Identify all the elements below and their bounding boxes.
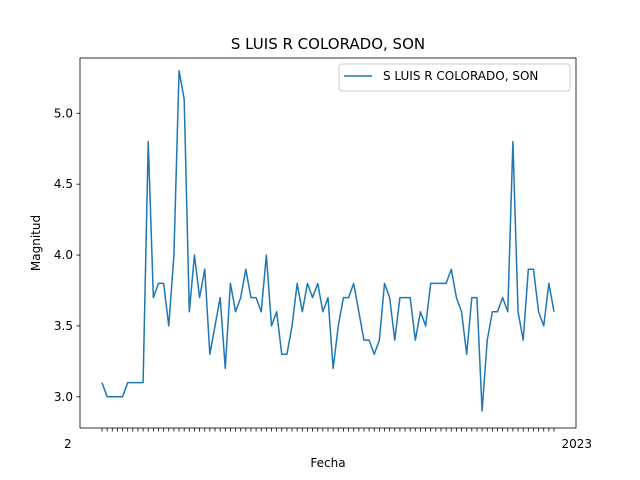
x-axis-ticks: 2 2023	[64, 428, 592, 451]
x-tick-label-last: 2023	[561, 437, 592, 451]
y-tick-label: 5.0	[54, 106, 73, 120]
series-line-0	[101, 70, 555, 412]
legend: S LUIS R COLORADO, SON	[338, 63, 571, 92]
plot-area: 3.0 3.5 4.0 4.5 5.0 2 2023	[54, 57, 592, 451]
y-tick-label: 3.5	[54, 319, 73, 333]
y-axis-label: Magnitud	[29, 215, 43, 271]
series-layer	[101, 70, 555, 412]
y-axis-ticks: 3.0 3.5 4.0 4.5 5.0	[54, 106, 80, 404]
chart-title: S LUIS R COLORADO, SON	[231, 35, 425, 53]
legend-box	[338, 63, 571, 92]
x-tick-label-first: 2	[64, 437, 72, 451]
legend-entry-label: S LUIS R COLORADO, SON	[383, 69, 538, 83]
y-tick-label: 3.0	[54, 390, 73, 404]
x-axis-label: Fecha	[310, 456, 345, 470]
y-tick-label: 4.5	[54, 177, 73, 191]
y-tick-label: 4.0	[54, 248, 73, 262]
